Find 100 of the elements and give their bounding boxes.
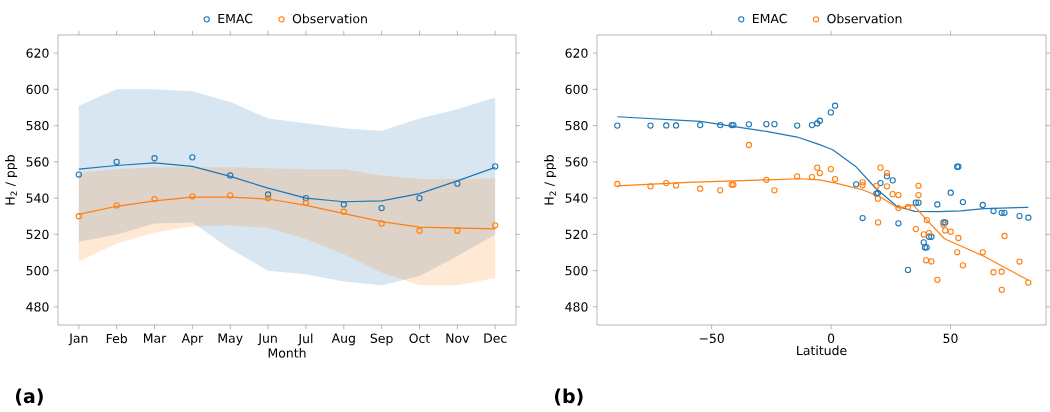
point xyxy=(227,192,234,199)
y-tick-label: 580 xyxy=(565,120,588,131)
point xyxy=(672,122,680,129)
point xyxy=(895,220,902,227)
point xyxy=(814,120,821,127)
point xyxy=(454,180,461,187)
point xyxy=(672,182,680,189)
point xyxy=(998,268,1005,275)
point xyxy=(979,249,986,256)
point xyxy=(771,187,778,194)
y-tick-label: 480 xyxy=(565,302,588,312)
legend-label: EMAC xyxy=(753,13,787,24)
y-axis-title: H$_{2}$ / ppb xyxy=(544,155,557,205)
point xyxy=(151,195,158,203)
point xyxy=(954,249,961,256)
point xyxy=(814,164,821,171)
point xyxy=(955,234,962,242)
point xyxy=(1025,279,1032,286)
point xyxy=(151,155,158,162)
point xyxy=(816,169,823,177)
point xyxy=(794,122,801,129)
point xyxy=(614,122,621,129)
point xyxy=(915,191,922,199)
point xyxy=(912,199,920,206)
x-tick-label: Jul xyxy=(297,333,313,346)
point xyxy=(264,194,272,202)
x-axis-title: Month xyxy=(268,348,306,358)
point xyxy=(912,225,920,233)
point xyxy=(831,102,839,109)
point xyxy=(883,173,891,180)
point xyxy=(904,203,912,211)
point xyxy=(808,173,816,181)
point xyxy=(859,182,866,189)
text: (a) xyxy=(15,388,43,406)
point xyxy=(75,213,82,220)
point xyxy=(827,165,834,173)
point xyxy=(717,187,724,194)
point xyxy=(378,220,385,227)
point xyxy=(873,182,880,189)
point xyxy=(859,214,866,222)
point xyxy=(1001,209,1008,216)
point xyxy=(998,209,1005,216)
legend-label: Observation xyxy=(827,13,902,24)
point xyxy=(889,190,896,198)
x-tick-label: Feb xyxy=(106,333,128,344)
y-tick-label: 540 xyxy=(565,193,588,203)
point xyxy=(647,122,654,129)
y-tick-label: 560 xyxy=(565,157,588,167)
y-tick-label: 540 xyxy=(26,193,49,203)
point xyxy=(928,258,935,265)
x-tick-label: Nov xyxy=(446,333,470,343)
x-tick-label: Dec xyxy=(484,333,507,343)
point xyxy=(492,222,499,229)
point xyxy=(853,181,860,188)
point xyxy=(745,141,753,149)
point xyxy=(227,172,234,179)
point xyxy=(877,164,884,171)
point xyxy=(990,269,997,276)
point xyxy=(75,171,82,178)
y-tick-label: 520 xyxy=(565,229,588,240)
x-tick-label: 50 xyxy=(943,333,958,344)
point xyxy=(697,121,704,129)
x-tick-label: May xyxy=(218,333,243,346)
point xyxy=(874,219,882,226)
point xyxy=(883,183,891,190)
point xyxy=(794,173,801,180)
x-tick-label: Jun xyxy=(257,333,277,346)
point xyxy=(904,266,912,274)
x-axis-title: Latitude xyxy=(797,345,847,356)
x-tick-label: Jan xyxy=(68,333,88,346)
point xyxy=(831,175,839,183)
point xyxy=(378,204,385,212)
x-tick-label: 0 xyxy=(827,333,835,344)
legend-label: EMAC xyxy=(218,13,253,24)
point xyxy=(883,169,891,177)
point xyxy=(808,121,816,129)
point xyxy=(925,229,933,237)
y-tick-label: 620 xyxy=(565,48,588,58)
x-tick-label: Mar xyxy=(143,333,167,343)
point xyxy=(697,185,704,192)
y-tick-label: 620 xyxy=(26,48,49,58)
x-tick-label: Oct xyxy=(409,333,430,344)
point xyxy=(915,199,922,206)
point xyxy=(189,193,196,200)
point xyxy=(979,201,986,209)
y-tick-label: 600 xyxy=(26,84,49,95)
x-tick-label: Aug xyxy=(331,333,355,346)
point xyxy=(647,183,654,190)
point xyxy=(923,216,930,224)
point xyxy=(998,286,1005,293)
y-tick-label: 520 xyxy=(26,229,49,240)
text: (b) xyxy=(554,388,583,406)
point xyxy=(816,117,823,124)
point xyxy=(771,121,778,128)
point xyxy=(1025,214,1032,221)
point xyxy=(1001,232,1008,240)
point xyxy=(763,176,770,183)
y-tick-label: 500 xyxy=(565,265,588,276)
point xyxy=(827,109,834,116)
point xyxy=(745,121,753,128)
